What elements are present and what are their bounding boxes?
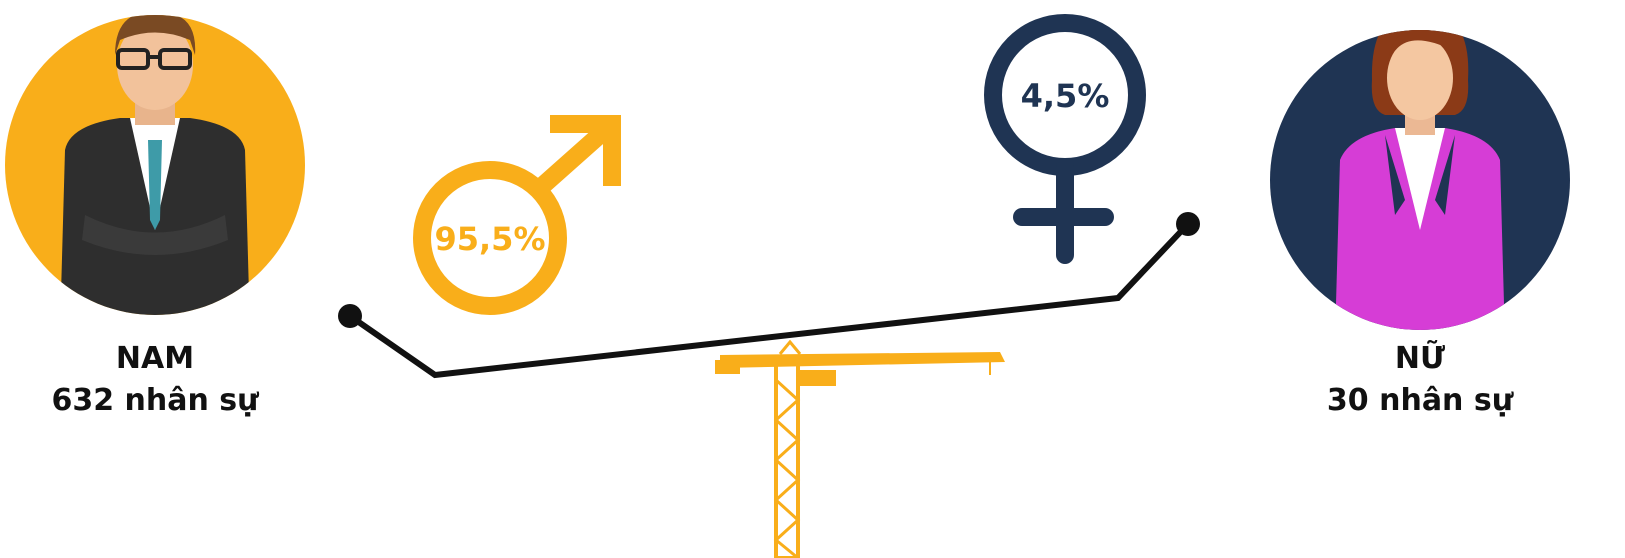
crane: [715, 339, 1005, 558]
female-avatar: [1270, 30, 1570, 330]
female-label: NỮ: [1395, 339, 1445, 376]
female-percent: 4,5%: [1021, 77, 1110, 115]
male-label: NAM: [116, 341, 194, 376]
male-avatar: [5, 15, 305, 315]
seesaw: [338, 212, 1200, 379]
female-count: 30 nhân sự: [1327, 383, 1514, 418]
male-symbol: [413, 115, 621, 315]
female-symbol: [984, 14, 1146, 264]
male-count: 632 nhân sự: [51, 383, 259, 418]
male-percent: 95,5%: [434, 220, 545, 258]
